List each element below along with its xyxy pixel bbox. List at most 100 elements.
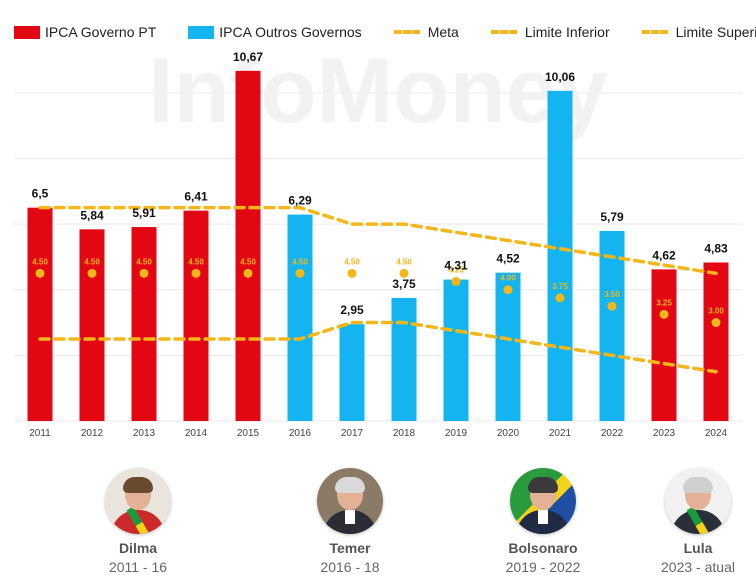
grid-lines	[14, 92, 742, 422]
legend-swatch-ipca-pt	[14, 25, 40, 39]
meta-point-2015	[243, 268, 253, 278]
meta-value-label: 4.50	[84, 257, 100, 266]
temer-avatar	[317, 468, 383, 534]
bar-value-label: 2,95	[340, 303, 364, 317]
legend-swatch-limite-superior	[641, 30, 668, 34]
meta-value-label: 4.00	[500, 274, 516, 283]
meta-value-label: 4.50	[240, 257, 256, 266]
legend-item-meta[interactable]: Meta	[393, 24, 459, 40]
president-name: Lula	[683, 540, 713, 556]
x-tick-label: 2022	[601, 428, 624, 439]
x-tick-label: 2016	[289, 428, 312, 439]
lula-avatar	[665, 468, 731, 534]
meta-value-label: 3.50	[604, 290, 620, 299]
bar-value-label: 6,41	[184, 190, 208, 204]
legend-label: Limite Inferior	[524, 24, 610, 40]
x-tick-label: 2017	[341, 428, 364, 439]
bar-2014	[183, 210, 209, 421]
bar-value-label: 5,91	[132, 206, 156, 220]
bar-2013	[131, 227, 157, 421]
bar-2012	[79, 229, 105, 421]
meta-point-2021	[555, 293, 565, 303]
bar-2019	[443, 279, 469, 421]
bar-value-label: 3,75	[392, 277, 416, 291]
president-bolsonaro: Bolsonaro 2019 - 2022	[473, 460, 613, 575]
bar-value-label: 5,79	[600, 210, 624, 224]
president-temer: Temer 2016 - 18	[280, 460, 420, 575]
president-term: 2016 - 18	[320, 559, 380, 575]
bar-2018	[391, 297, 417, 421]
x-tick-label: 2014	[185, 428, 208, 439]
x-tick-label: 2024	[705, 428, 728, 439]
bar-2024	[703, 262, 729, 421]
meta-point-2019	[451, 277, 461, 287]
bar-value-label: 6,5	[32, 187, 49, 201]
legend-swatch-meta	[393, 30, 420, 34]
bars	[27, 70, 729, 421]
meta-value-label: 3.00	[708, 307, 724, 316]
meta-points: 4.50 4.50 4.50 4.50 4.50 4.50 4.50 4.50 4.25 4.00…	[32, 257, 724, 328]
meta-value-label: 4.50	[292, 257, 308, 266]
legend-label: Limite Superior	[675, 24, 756, 40]
x-axis: 2011 2012 2013 2014 2015 2016 2017 2018 2019 2020…	[29, 428, 727, 439]
dilma-avatar	[105, 468, 171, 534]
bar-value-label: 10,67	[233, 50, 263, 64]
meta-point-2024	[711, 318, 721, 328]
meta-point-2023	[659, 309, 669, 319]
bar-value-label: 4,31	[444, 259, 468, 273]
bar-value-label: 4,52	[496, 252, 520, 266]
meta-point-2016	[295, 268, 305, 278]
president-term: 2019 - 2022	[505, 559, 581, 575]
meta-value-label: 4.50	[188, 257, 204, 266]
x-tick-label: 2012	[81, 428, 104, 439]
bar-2017	[339, 324, 365, 421]
watermark-text: InfoMoney	[148, 40, 608, 142]
meta-point-2013	[139, 268, 149, 278]
x-tick-label: 2018	[393, 428, 416, 439]
legend-item-ipca-outros[interactable]: IPCA Outros Governos	[188, 24, 362, 40]
x-tick-label: 2013	[133, 428, 156, 439]
meta-value-label: 3.25	[656, 298, 672, 307]
value-labels: 6,5 5,84 5,91 6,41 10,67 6,29 2,95 3,75 4,31 4,52…	[32, 50, 728, 317]
president-name: Dilma	[118, 540, 158, 556]
meta-value-label: 4.50	[136, 257, 152, 266]
meta-point-2012	[87, 268, 97, 278]
meta-value-label: 4.25	[448, 266, 464, 275]
ipca-chart: InfoMoney 4.50 4.50 4.50 4.50 4.50 4.50 4.50 4.…	[14, 40, 742, 439]
meta-point-2018	[399, 268, 409, 278]
limite-inferior-line	[38, 320, 718, 374]
legend-label: IPCA Governo PT	[45, 24, 157, 40]
bolsonaro-avatar	[510, 468, 576, 534]
meta-point-2022	[607, 301, 617, 311]
bar-2020	[495, 272, 521, 421]
bar-value-label: 5,84	[80, 208, 104, 222]
bar-2023	[651, 269, 677, 421]
limite-superior-line	[38, 205, 718, 276]
x-tick-label: 2021	[549, 428, 572, 439]
x-tick-label: 2015	[237, 428, 260, 439]
x-tick-label: 2011	[29, 428, 51, 439]
bar-2015	[235, 70, 261, 421]
bar-2022	[599, 230, 625, 421]
legend-label: IPCA Outros Governos	[219, 24, 362, 40]
legend-swatch-ipca-outros	[188, 25, 215, 39]
legend-swatch-limite-inferior	[490, 30, 517, 34]
bar-2021	[547, 90, 573, 421]
meta-value-label: 3.75	[552, 282, 568, 291]
meta-value-label: 4.50	[344, 257, 360, 266]
presidents-row: Dilma 2011 - 16 Temer 2016 - 18 Bolsonar…	[0, 460, 756, 575]
bar-2011	[27, 207, 53, 421]
legend-item-limite-superior[interactable]: Limite Superior	[641, 24, 756, 40]
bar-value-label: 4,83	[704, 241, 728, 255]
legend-item-limite-inferior[interactable]: Limite Inferior	[490, 24, 610, 40]
meta-value-label: 4.50	[32, 257, 48, 266]
meta-value-label: 4.50	[396, 257, 412, 266]
legend-item-ipca-pt[interactable]: IPCA Governo PT	[14, 24, 156, 40]
president-name: Bolsonaro	[508, 540, 578, 556]
meta-point-2014	[191, 268, 201, 278]
x-tick-label: 2020	[497, 428, 520, 439]
band-lines	[38, 205, 718, 374]
meta-point-2020	[503, 285, 513, 295]
president-lula: Lula 2023 - atual	[628, 460, 756, 575]
x-tick-label: 2023	[653, 428, 676, 439]
